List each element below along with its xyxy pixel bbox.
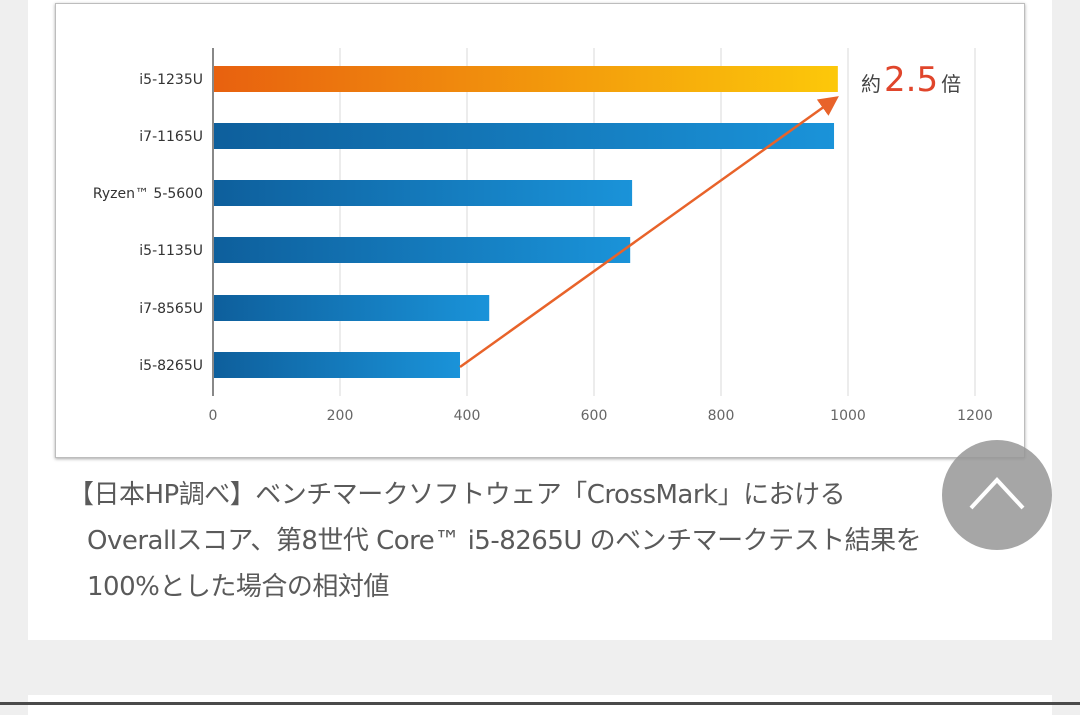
category-label: i5-8265U [139,358,203,374]
x-tick-label: 800 [708,408,735,424]
bar-i78565u [214,295,490,321]
bar-ryzen55600 [214,180,633,206]
next-card [28,695,1052,715]
bar-i58265u [214,352,461,378]
multiplier-annotation: 約2.5 倍 [861,60,961,100]
category-label: Ryzen™ 5-5600 [93,186,203,202]
caption-line-1: 【日本HP調べ】ベンチマークソフトウェア「CrossMark」における [68,480,846,510]
growth-arrow [459,96,839,369]
bottom-divider [0,702,1080,705]
x-tick-label: 400 [454,408,481,424]
x-tick-label: 0 [209,408,218,424]
category-label: i5-1135U [139,243,203,259]
x-tick-label: 600 [581,408,608,424]
scroll-to-top-button[interactable] [942,440,1052,550]
caption-line-2: Overallスコア、第8世代 Core™ i5-8265U のベンチマークテス… [87,526,922,556]
x-tick-label: 200 [327,408,354,424]
category-label: i7-1165U [139,129,203,145]
category-label: i7-8565U [139,301,203,317]
caption-line-3: 100%とした場合の相対値 [87,572,389,602]
bar-i71165u [214,123,835,149]
x-tick-label: 1200 [957,408,993,424]
bar-chart: i5-1235U i7-1165U Ryzen™ 5-5600 i5-1135U i7-… [93,48,993,424]
x-tick-label: 1000 [830,408,866,424]
chevron-up-icon [969,477,1025,510]
chart-caption: 【日本HP調べ】ベンチマークソフトウェア「CrossMark」における Over… [68,472,1028,610]
category-label: i5-1235U [139,72,203,88]
benchmark-chart: i5-1235U i7-1165U Ryzen™ 5-5600 i5-1135U i7-… [55,3,1025,458]
bar-i51235u [214,66,838,92]
bar-i51135u [214,237,631,263]
